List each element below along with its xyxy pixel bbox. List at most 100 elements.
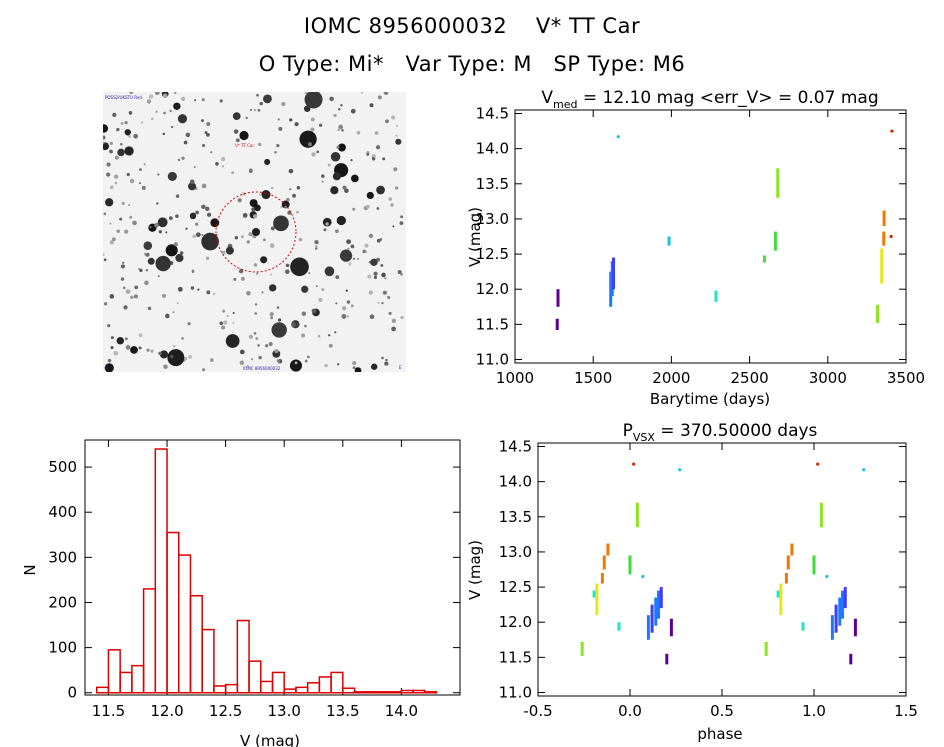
star xyxy=(246,290,251,296)
star xyxy=(157,217,168,228)
star xyxy=(113,350,119,356)
star xyxy=(294,361,298,365)
star xyxy=(371,157,376,161)
hist-bar xyxy=(342,687,356,694)
star xyxy=(179,251,184,255)
star xyxy=(352,207,356,211)
hist-bar xyxy=(178,554,192,694)
star xyxy=(383,92,389,95)
hist-ytick-label: 100 xyxy=(48,639,77,657)
star xyxy=(269,284,277,292)
star xyxy=(206,132,210,137)
star xyxy=(162,93,168,99)
star xyxy=(258,142,262,147)
star xyxy=(176,302,179,305)
star xyxy=(116,336,125,345)
star xyxy=(368,233,374,239)
star xyxy=(109,185,114,190)
star xyxy=(339,249,353,262)
star xyxy=(192,234,197,239)
star xyxy=(264,158,271,165)
star xyxy=(381,301,384,305)
star xyxy=(177,158,181,162)
star xyxy=(337,143,346,152)
hist-bar xyxy=(377,691,391,694)
star xyxy=(201,232,219,251)
star xyxy=(400,273,403,276)
star xyxy=(257,344,260,347)
star xyxy=(146,348,150,352)
star xyxy=(167,349,185,367)
star xyxy=(225,246,234,255)
lc-data-point xyxy=(616,135,620,139)
star xyxy=(181,96,186,101)
star xyxy=(232,112,241,121)
star xyxy=(226,314,229,317)
star xyxy=(310,117,315,122)
hist-xtick-label: 13.0 xyxy=(268,702,301,720)
star xyxy=(170,125,174,129)
star xyxy=(264,344,269,348)
star xyxy=(286,197,290,202)
star xyxy=(348,262,352,266)
star xyxy=(304,92,323,109)
star xyxy=(324,363,328,368)
star xyxy=(219,99,223,103)
star xyxy=(163,111,166,115)
hist-bar xyxy=(424,691,438,694)
star xyxy=(370,363,378,370)
star xyxy=(173,242,178,247)
star xyxy=(318,123,323,127)
hist-bar xyxy=(131,664,145,694)
hist-bar xyxy=(353,691,367,694)
hist-bar xyxy=(213,685,227,694)
star xyxy=(330,151,341,162)
star xyxy=(173,344,176,348)
star xyxy=(263,238,266,242)
star xyxy=(346,315,350,318)
star xyxy=(248,334,253,339)
star xyxy=(368,290,373,295)
star xyxy=(103,212,107,216)
hist-bar xyxy=(330,671,344,694)
star xyxy=(330,186,339,195)
star xyxy=(377,95,382,100)
star xyxy=(169,109,172,113)
finder-chart-image: POSS2/UKSTU Red V* TT Car IOMC 895600003… xyxy=(103,92,406,372)
star xyxy=(346,239,351,245)
star xyxy=(278,126,283,131)
star xyxy=(134,285,139,290)
star xyxy=(385,358,388,362)
star xyxy=(280,205,283,209)
star xyxy=(323,228,327,232)
hist-bar xyxy=(154,448,168,694)
star xyxy=(271,186,274,190)
star xyxy=(205,206,210,211)
star xyxy=(206,290,211,295)
hist-bar xyxy=(365,691,379,694)
star xyxy=(121,201,125,205)
star xyxy=(175,194,180,198)
figure-title: IOMC 8956000032 V* TT Car xyxy=(0,14,944,38)
star xyxy=(181,337,184,340)
ph-ytick-label: 11.0 xyxy=(499,683,532,701)
star xyxy=(370,258,378,267)
star xyxy=(143,163,146,166)
target-circle xyxy=(215,191,297,273)
star xyxy=(124,121,128,125)
star xyxy=(292,193,296,198)
star xyxy=(328,343,333,348)
star xyxy=(161,293,167,298)
star xyxy=(390,203,394,207)
star xyxy=(253,263,258,267)
star xyxy=(254,312,258,315)
star xyxy=(117,148,125,157)
star xyxy=(165,231,168,234)
star xyxy=(258,355,262,360)
star xyxy=(125,345,131,350)
star xyxy=(354,367,362,372)
star xyxy=(376,185,385,195)
star xyxy=(162,132,166,136)
star xyxy=(351,174,359,183)
